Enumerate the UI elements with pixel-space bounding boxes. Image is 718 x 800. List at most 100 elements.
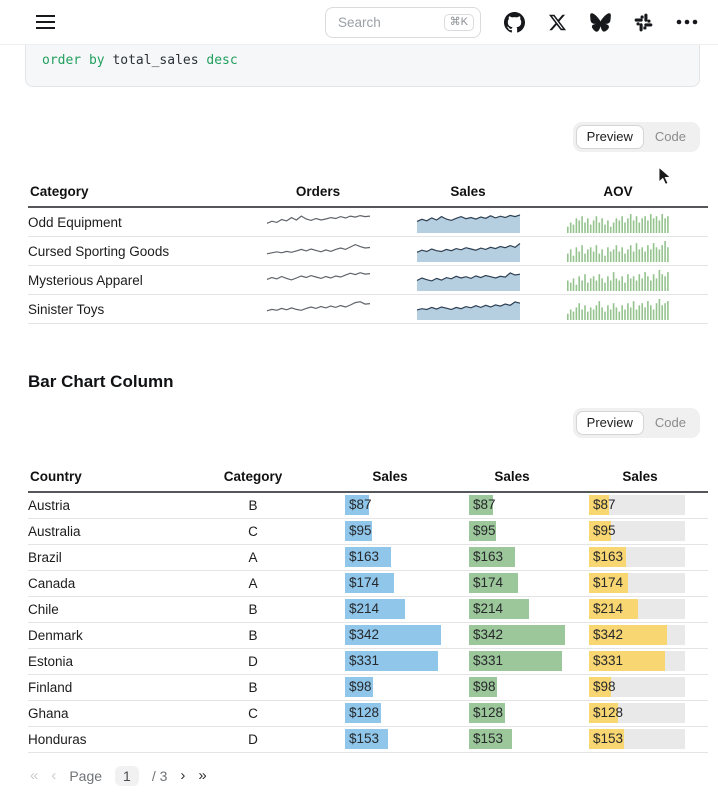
orders-sparkline-cell <box>228 207 408 237</box>
bar-fill <box>589 703 618 723</box>
bar-fill <box>345 729 389 749</box>
slack-icon[interactable] <box>634 13 653 32</box>
preview-tab[interactable]: Preview <box>575 125 644 149</box>
x-twitter-icon[interactable] <box>548 13 567 32</box>
bar-track: $98 <box>345 677 441 697</box>
sales-yellow-cell: $342 <box>572 622 708 649</box>
sparkline-table-row: Odd Equipment <box>28 207 708 237</box>
orders-line-sparkline <box>266 243 370 255</box>
bar-track: $128 <box>345 703 441 723</box>
sales-green-cell: $174 <box>452 570 572 597</box>
category-cell: C <box>178 518 328 545</box>
bar-fill <box>345 495 369 516</box>
bar-fill <box>469 495 493 516</box>
top-navbar: ⌘K <box>0 0 718 45</box>
sales-green-cell: $153 <box>452 726 572 753</box>
country-cell: Chile <box>28 596 178 623</box>
pagination-first-button[interactable]: « <box>30 767 39 784</box>
bar-track: $87 <box>345 495 441 516</box>
aov-bars-sparkline <box>566 270 669 291</box>
bar-value-label: $214 <box>349 601 380 616</box>
sales-sparkline-cell <box>408 265 528 295</box>
category-cell: B <box>178 622 328 649</box>
preview-tab[interactable]: Preview <box>575 411 644 435</box>
sparkline-table-row: Cursed Sporting Goods <box>28 236 708 266</box>
sparkline-wrap <box>528 210 708 234</box>
category-cell: D <box>178 726 328 753</box>
orders-sparkline-cell <box>228 236 408 266</box>
bar-value-label: $331 <box>349 653 380 668</box>
aov-sparkline-cell <box>528 207 708 237</box>
sparkline-wrap <box>528 268 708 292</box>
sales-blue-cell: $174 <box>328 570 452 597</box>
code-tab[interactable]: Code <box>644 411 697 435</box>
orders-line-sparkline <box>266 301 370 312</box>
pagination-next-button[interactable]: › <box>180 767 186 784</box>
bar-value-label: $95 <box>349 523 372 538</box>
bar-value-label: $342 <box>473 627 504 642</box>
sql-keyword: order by <box>42 53 105 68</box>
bar-track: $342 <box>345 625 441 645</box>
bar-track: $95 <box>589 521 685 541</box>
sales-green-cell: $95 <box>452 518 572 545</box>
pagination-prev-button[interactable]: ‹ <box>51 767 57 784</box>
bar-track: $98 <box>469 677 565 697</box>
search-input[interactable] <box>338 14 444 30</box>
bar-value-label: $153 <box>473 731 504 746</box>
bar-table-row: Honduras D $153 $153 $153 <box>28 726 708 753</box>
sales-blue-cell: $331 <box>328 648 452 675</box>
pagination-total-pages: / 3 <box>151 767 168 784</box>
sparkline-wrap <box>408 239 528 263</box>
country-cell: Estonia <box>28 648 178 675</box>
sales-area-sparkline <box>416 214 520 233</box>
bar-value-label: $163 <box>349 549 380 564</box>
bar-table-row: Estonia D $331 $331 $331 <box>28 648 708 675</box>
bar-value-label: $128 <box>593 705 624 720</box>
more-dots-icon[interactable] <box>676 19 698 25</box>
sales-blue-cell: $342 <box>328 622 452 649</box>
github-icon[interactable] <box>504 11 525 33</box>
col-header-category: Category <box>178 466 328 493</box>
sales-yellow-cell: $331 <box>572 648 708 675</box>
bar-value-label: $98 <box>473 679 496 694</box>
sales-green-cell: $87 <box>452 492 572 519</box>
sql-keyword: desc <box>206 53 238 68</box>
category-cell: B <box>178 492 328 519</box>
col-header-orders: Orders <box>228 181 408 208</box>
table-pagination: « ‹ Page 1 / 3 › » <box>30 765 718 786</box>
bar-table-row: Australia C $95 $95 $95 <box>28 518 708 545</box>
sparkline-table: Category Orders Sales AOV Odd Equipment C… <box>28 181 708 324</box>
preview-code-toggle-row: Preview Code <box>0 408 700 438</box>
pagination-last-button[interactable]: » <box>198 767 207 784</box>
sales-area-sparkline <box>416 301 520 320</box>
search-box[interactable]: ⌘K <box>325 6 481 38</box>
bar-value-label: $87 <box>593 497 616 513</box>
bar-value-label: $95 <box>593 523 616 538</box>
aov-bars-sparkline <box>566 299 669 320</box>
menu-icon[interactable] <box>36 14 55 30</box>
country-cell: Austria <box>28 492 178 519</box>
code-tab[interactable]: Code <box>644 125 697 149</box>
country-cell: Canada <box>28 570 178 597</box>
bar-value-label: $331 <box>473 653 504 668</box>
bar-track: $153 <box>589 729 685 749</box>
sparkline-wrap <box>408 297 528 321</box>
sparkline-wrap <box>228 210 408 234</box>
category-cell: D <box>178 648 328 675</box>
bar-table-row: Denmark B $342 $342 $342 <box>28 622 708 649</box>
bar-track: $87 <box>469 495 565 516</box>
code-block: order by total_sales desc <box>25 45 700 87</box>
category-cell: Sinister Toys <box>28 294 228 324</box>
bar-track: $98 <box>589 677 685 697</box>
bar-track: $331 <box>469 651 565 671</box>
bar-value-label: $128 <box>473 705 504 720</box>
bluesky-icon[interactable] <box>590 12 611 32</box>
navbar-right-cluster: ⌘K <box>325 6 698 38</box>
bar-chart-table: Country Category Sales Sales Sales Austr… <box>28 466 708 753</box>
bar-fill <box>345 599 406 619</box>
col-header-sales-2: Sales <box>452 466 572 493</box>
sparkline-wrap <box>408 268 528 292</box>
sales-yellow-cell: $95 <box>572 518 708 545</box>
bar-track: $214 <box>469 599 565 619</box>
hamburger-icon <box>36 15 55 29</box>
